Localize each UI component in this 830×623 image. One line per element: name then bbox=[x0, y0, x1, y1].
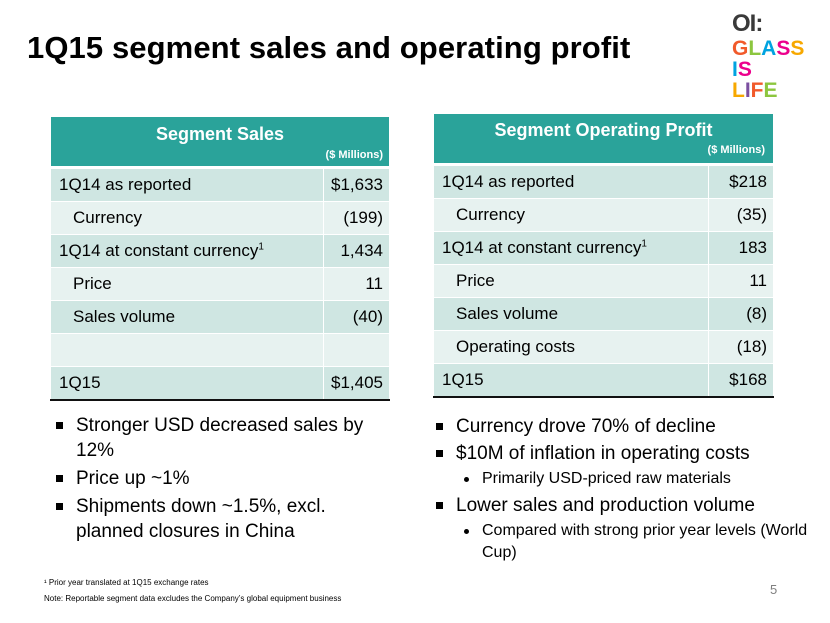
logo-letter: L bbox=[732, 79, 745, 102]
sub-bullet-item: Compared with strong prior year levels (… bbox=[434, 520, 814, 564]
sales-row-value: 11 bbox=[323, 267, 390, 301]
sales-row-label: Currency bbox=[50, 201, 324, 235]
logo-letter: A bbox=[761, 37, 777, 60]
profit-row-value: $168 bbox=[708, 363, 774, 398]
sales-row-label: Price bbox=[50, 267, 324, 301]
profit-row-value: (35) bbox=[708, 198, 774, 232]
profit-row: 1Q14 at constant currency1 183 bbox=[433, 231, 774, 265]
sales-row-value: 1,434 bbox=[323, 234, 390, 268]
profit-row-label: Operating costs bbox=[433, 330, 709, 364]
page-title: 1Q15 segment sales and operating profit bbox=[27, 30, 631, 65]
profit-row: Currency (35) bbox=[433, 198, 774, 232]
sales-row: Currency (199) bbox=[50, 201, 390, 235]
sales-row: Price 11 bbox=[50, 267, 390, 301]
footnote-marker: 1 bbox=[258, 241, 264, 253]
profit-row-value: (8) bbox=[708, 297, 774, 331]
page-number: 5 bbox=[770, 582, 778, 597]
segment-profit-unit: ($ Millions) bbox=[707, 144, 765, 156]
sales-row-label-text: 1Q15 bbox=[59, 373, 101, 392]
sales-bullets: Stronger USD decreased sales by 12% Price… bbox=[54, 413, 384, 547]
profit-row-label-text: 1Q14 as reported bbox=[442, 172, 575, 191]
logo-line-is: IS bbox=[732, 59, 752, 80]
bullet-item: Stronger USD decreased sales by 12% bbox=[54, 413, 384, 463]
footnote-exchange-rates: ¹ Prior year translated at 1Q15 exchange… bbox=[44, 578, 209, 587]
profit-row-label: Sales volume bbox=[433, 297, 709, 331]
segment-sales-title: Segment Sales bbox=[155, 124, 285, 144]
segment-sales-table: Segment Sales ($ Millions) 1Q14 as repor… bbox=[50, 116, 390, 401]
sales-row-value: $1,633 bbox=[323, 167, 390, 202]
profit-row-label-text: 1Q14 at constant currency bbox=[442, 238, 642, 257]
sales-row-label: 1Q15 bbox=[50, 366, 324, 401]
logo-oi: OI: bbox=[732, 10, 763, 37]
logo-letter: S bbox=[737, 58, 752, 81]
profit-row-label: 1Q14 as reported bbox=[433, 164, 709, 199]
logo-line-glass: GLASS bbox=[732, 38, 804, 59]
sales-row: 1Q14 as reported $1,633 bbox=[50, 167, 390, 202]
profit-row: Price 11 bbox=[433, 264, 774, 298]
segment-operating-profit-table: Segment Operating Profit ($ Millions) 1Q… bbox=[433, 113, 774, 398]
sales-row-label: Sales volume bbox=[50, 300, 324, 334]
sales-row-label-text: 1Q14 as reported bbox=[59, 175, 192, 194]
sales-row-label bbox=[50, 333, 324, 367]
profit-row-value: 11 bbox=[708, 264, 774, 298]
sales-row-value: $1,405 bbox=[323, 366, 390, 401]
bullet-item: $10M of inflation in operating costs bbox=[434, 441, 814, 466]
profit-row-value: $218 bbox=[708, 164, 774, 199]
sales-row: 1Q15 $1,405 bbox=[50, 366, 390, 401]
bullet-item: Currency drove 70% of decline bbox=[434, 414, 814, 439]
profit-row-label: 1Q15 bbox=[433, 363, 709, 398]
profit-row-label-text: 1Q15 bbox=[442, 370, 484, 389]
sales-row-label-text: Price bbox=[73, 274, 112, 293]
sales-row bbox=[50, 333, 390, 367]
logo-letter: F bbox=[750, 79, 764, 102]
profit-row-label-text: Operating costs bbox=[456, 337, 576, 356]
profit-row-label-text: Price bbox=[456, 271, 495, 290]
sales-row-label-text: Sales volume bbox=[73, 307, 176, 326]
profit-row-value: (18) bbox=[708, 330, 774, 364]
bullet-item: Shipments down ~1.5%, excl. planned clos… bbox=[54, 494, 384, 544]
logo-letter: S bbox=[776, 37, 791, 60]
logo-letter: I bbox=[732, 58, 738, 81]
profit-row: 1Q14 as reported $218 bbox=[433, 164, 774, 199]
company-logo: OI: GLASS IS LIFE bbox=[716, 8, 816, 108]
segment-sales-unit: ($ Millions) bbox=[325, 149, 383, 161]
sub-bullet-item: Primarily USD-priced raw materials bbox=[434, 468, 814, 490]
logo-letter: L bbox=[748, 37, 762, 60]
sales-row-label: 1Q14 as reported bbox=[50, 167, 324, 202]
logo-letter: I bbox=[744, 79, 751, 102]
profit-row: 1Q15 $168 bbox=[433, 363, 774, 398]
segment-sales-header: Segment Sales ($ Millions) bbox=[50, 116, 390, 169]
profit-row-label: Price bbox=[433, 264, 709, 298]
segment-profit-title: Segment Operating Profit bbox=[494, 120, 713, 140]
profit-row-label: 1Q14 at constant currency1 bbox=[433, 231, 709, 265]
logo-letter: E bbox=[763, 79, 778, 102]
sales-row-label: 1Q14 at constant currency1 bbox=[50, 234, 324, 268]
segment-profit-header: Segment Operating Profit ($ Millions) bbox=[433, 113, 774, 166]
profit-row-label-text: Sales volume bbox=[456, 304, 559, 323]
bullet-item: Price up ~1% bbox=[54, 466, 384, 491]
footnote-marker: 1 bbox=[641, 238, 647, 250]
sales-row: 1Q14 at constant currency1 1,434 bbox=[50, 234, 390, 268]
logo-letter: G bbox=[732, 37, 749, 60]
sales-row-value: (40) bbox=[323, 300, 390, 334]
logo-letter: S bbox=[790, 37, 805, 60]
profit-row-value: 183 bbox=[708, 231, 774, 265]
profit-row-label: Currency bbox=[433, 198, 709, 232]
profit-row-label-text: Currency bbox=[456, 205, 525, 224]
logo-line-life: LIFE bbox=[732, 80, 778, 101]
sales-row-label-text: 1Q14 at constant currency bbox=[59, 241, 259, 260]
footnote-note: Note: Reportable segment data excludes t… bbox=[44, 594, 342, 603]
sales-row-value: (199) bbox=[323, 201, 390, 235]
profit-bullets: Currency drove 70% of decline $10M of inf… bbox=[434, 414, 814, 567]
sales-row: Sales volume (40) bbox=[50, 300, 390, 334]
bullet-item: Lower sales and production volume bbox=[434, 493, 814, 518]
sales-row-label-text: Currency bbox=[73, 208, 142, 227]
profit-row: Operating costs (18) bbox=[433, 330, 774, 364]
sales-row-value bbox=[323, 333, 390, 367]
profit-row: Sales volume (8) bbox=[433, 297, 774, 331]
